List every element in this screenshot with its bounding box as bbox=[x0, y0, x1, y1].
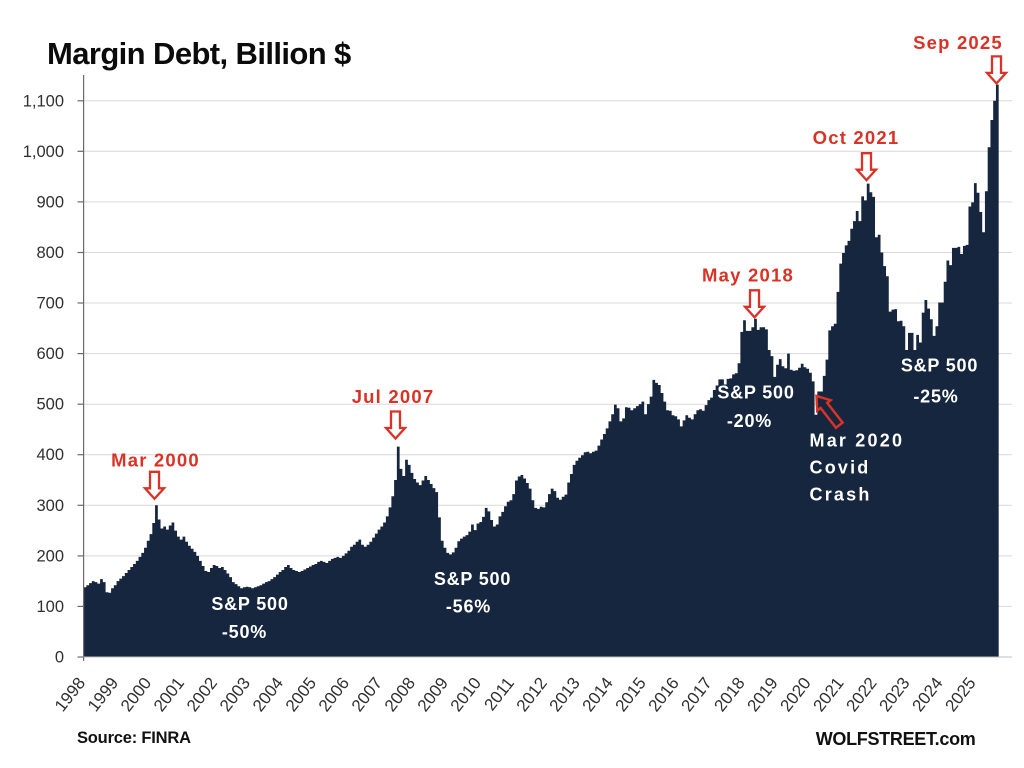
svg-text:1,000: 1,000 bbox=[23, 143, 64, 161]
svg-text:700: 700 bbox=[36, 295, 64, 313]
svg-text:Mar 2000: Mar 2000 bbox=[111, 450, 200, 471]
svg-text:Oct 2021: Oct 2021 bbox=[813, 127, 900, 148]
svg-text:-25%: -25% bbox=[913, 387, 958, 407]
svg-text:Source: FINRA: Source: FINRA bbox=[77, 729, 191, 747]
svg-text:Mar 2020: Mar 2020 bbox=[810, 431, 905, 451]
svg-text:Jul 2007: Jul 2007 bbox=[352, 386, 435, 407]
svg-text:S&P 500: S&P 500 bbox=[717, 383, 794, 403]
svg-text:-56%: -56% bbox=[446, 597, 491, 617]
svg-text:100: 100 bbox=[36, 598, 64, 616]
svg-text:May 2018: May 2018 bbox=[702, 265, 794, 286]
svg-text:Margin Debt, Billion $: Margin Debt, Billion $ bbox=[47, 36, 351, 71]
svg-text:S&P 500: S&P 500 bbox=[211, 594, 288, 614]
svg-text:200: 200 bbox=[36, 547, 64, 565]
svg-text:Sep 2025: Sep 2025 bbox=[913, 32, 1003, 53]
svg-text:S&P 500: S&P 500 bbox=[434, 569, 511, 589]
svg-text:-50%: -50% bbox=[222, 622, 267, 642]
svg-text:300: 300 bbox=[36, 497, 64, 515]
svg-text:1,100: 1,100 bbox=[23, 92, 64, 110]
svg-text:900: 900 bbox=[36, 193, 64, 211]
svg-text:Crash: Crash bbox=[810, 485, 872, 505]
svg-text:600: 600 bbox=[36, 345, 64, 363]
svg-text:Covid: Covid bbox=[810, 458, 871, 478]
svg-text:WOLFSTREET.com: WOLFSTREET.com bbox=[816, 729, 976, 749]
svg-text:S&P 500: S&P 500 bbox=[901, 356, 978, 376]
svg-text:500: 500 bbox=[36, 396, 64, 414]
svg-text:-20%: -20% bbox=[727, 411, 772, 431]
svg-text:0: 0 bbox=[55, 649, 64, 667]
svg-text:800: 800 bbox=[36, 244, 64, 262]
svg-text:400: 400 bbox=[36, 446, 64, 464]
